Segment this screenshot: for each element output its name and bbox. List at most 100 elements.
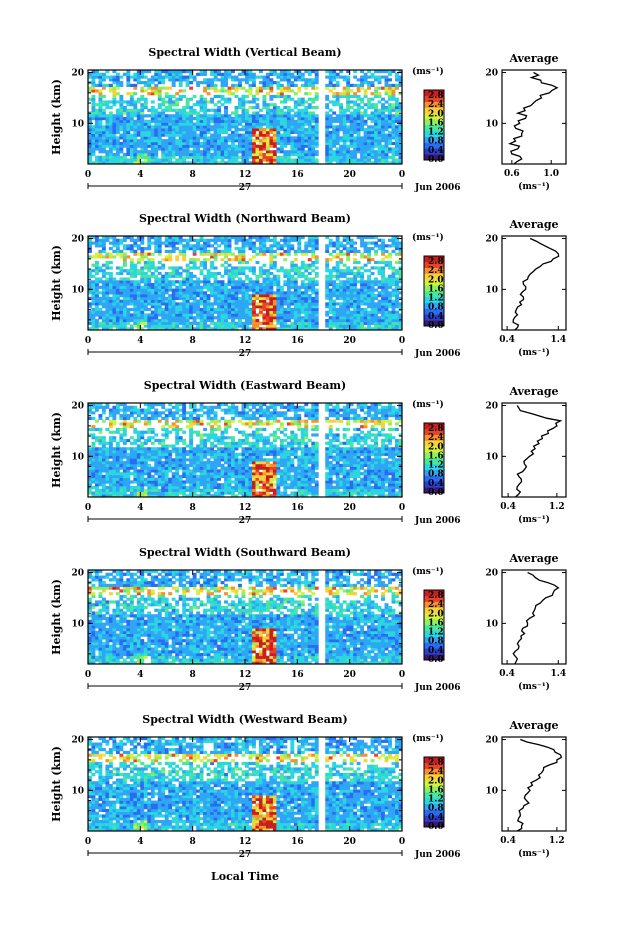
heatmap-cell: [192, 280, 197, 284]
heatmap-cell: [122, 108, 127, 112]
heatmap-cell: [129, 238, 134, 242]
heatmap-cell: [381, 139, 385, 143]
heatmap-cell: [381, 285, 385, 289]
heatmap-cell: [217, 141, 221, 146]
heatmap-cell: [262, 147, 267, 151]
heatmap-cell: [381, 111, 385, 115]
heatmap-cell: [262, 313, 267, 317]
heatmap-cell: [377, 327, 382, 331]
heatmap-cell: [171, 141, 176, 146]
heatmap-cell: [314, 271, 319, 276]
heatmap-cell: [290, 141, 295, 146]
heatmap-cell: [122, 310, 127, 314]
heatmap-cell: [126, 307, 131, 312]
heatmap-cell: [293, 266, 298, 270]
heatmap-cell: [391, 133, 396, 137]
heatmap-cell: [251, 491, 256, 495]
heatmap-cell: [245, 327, 249, 331]
heatmap-cell: [101, 75, 106, 79]
heatmap-cell: [356, 128, 361, 132]
heatmap-cell: [265, 130, 270, 134]
heatmap-cell: [210, 285, 214, 289]
heatmap-cell: [353, 296, 358, 300]
heatmap-cell: [150, 494, 155, 498]
heatmap-cell: [367, 125, 371, 129]
heatmap-cell: [234, 155, 239, 159]
heatmap-cell: [377, 307, 382, 312]
heatmap-cell: [290, 147, 295, 151]
heatmap-cell: [150, 252, 155, 256]
heatmap-cell: [164, 249, 169, 253]
heatmap-cell: [335, 291, 340, 295]
heatmap-cell: [112, 161, 117, 165]
heatmap-cell: [258, 117, 263, 121]
heatmap-cell: [150, 305, 155, 309]
heatmap-cell: [283, 302, 288, 306]
heatmap-cell: [133, 266, 138, 270]
heatmap-cell: [143, 255, 148, 259]
heatmap-cell: [94, 260, 99, 265]
heatmap-cell: [384, 260, 389, 265]
heatmap-cell: [325, 117, 330, 121]
heatmap-cell: [94, 155, 99, 159]
heatmap-cell: [199, 316, 204, 320]
heatmap-cell: [227, 244, 232, 248]
heatmap-cell: [227, 321, 232, 325]
x-tick-label: 8: [190, 336, 196, 346]
heatmap-cell: [119, 128, 124, 132]
heatmap-cell: [251, 133, 256, 137]
heatmap-cell: [203, 244, 208, 248]
heatmap-cell: [276, 310, 281, 314]
heatmap-cell: [108, 155, 113, 159]
heatmap-cell: [224, 249, 228, 253]
heatmap-cell: [129, 133, 134, 137]
heatmap-cell: [314, 152, 319, 157]
heatmap-cell: [192, 139, 197, 143]
heatmap-cell: [363, 316, 368, 320]
heatmap-cell: [314, 288, 319, 292]
heatmap-cell: [325, 260, 330, 265]
heatmap-cell: [276, 155, 281, 159]
heatmap-cell: [115, 83, 120, 87]
heatmap-cell: [395, 152, 399, 157]
heatmap-cell: [231, 86, 235, 90]
heatmap-cell: [290, 75, 295, 79]
heatmap-cell: [283, 105, 288, 110]
heatmap-cell: [384, 139, 389, 143]
heatmap-cell: [258, 70, 263, 74]
heatmap-cell: [140, 94, 145, 99]
heatmap-cell: [325, 158, 330, 162]
heatmap-cell: [210, 152, 214, 157]
heatmap-cell: [115, 150, 120, 154]
heatmap-cell: [349, 494, 354, 498]
heatmap-cell: [227, 89, 232, 93]
heatmap-cell: [164, 119, 169, 123]
heatmap-cell: [192, 488, 197, 492]
heatmap-cell: [171, 117, 176, 121]
heatmap-cell: [311, 252, 316, 256]
heatmap-cell: [293, 238, 298, 242]
heatmap-cell: [346, 236, 351, 240]
heatmap-cell: [196, 310, 201, 314]
heatmap-cell: [272, 130, 277, 134]
heatmap-cell: [161, 161, 166, 165]
heatmap-cell: [94, 324, 99, 328]
heatmap-cell: [175, 133, 180, 137]
heatmap-cell: [269, 255, 274, 259]
heatmap-cell: [126, 321, 131, 325]
heatmap-cell: [178, 78, 183, 82]
heatmap-cell: [175, 150, 180, 154]
heatmap-cell: [251, 144, 256, 148]
heatmap-cell: [189, 122, 194, 126]
heatmap-cell: [339, 158, 344, 162]
heatmap-cell: [147, 155, 152, 159]
heatmap-cell: [94, 117, 99, 121]
heatmap-cell: [185, 105, 190, 110]
heatmap-cell: [189, 86, 194, 90]
heatmap-cell: [293, 258, 298, 262]
heatmap-cell: [370, 236, 375, 240]
heatmap-cell: [143, 274, 148, 278]
heatmap-cell: [391, 318, 396, 323]
heatmap-cell: [136, 238, 141, 242]
heatmap-cell: [115, 119, 120, 123]
